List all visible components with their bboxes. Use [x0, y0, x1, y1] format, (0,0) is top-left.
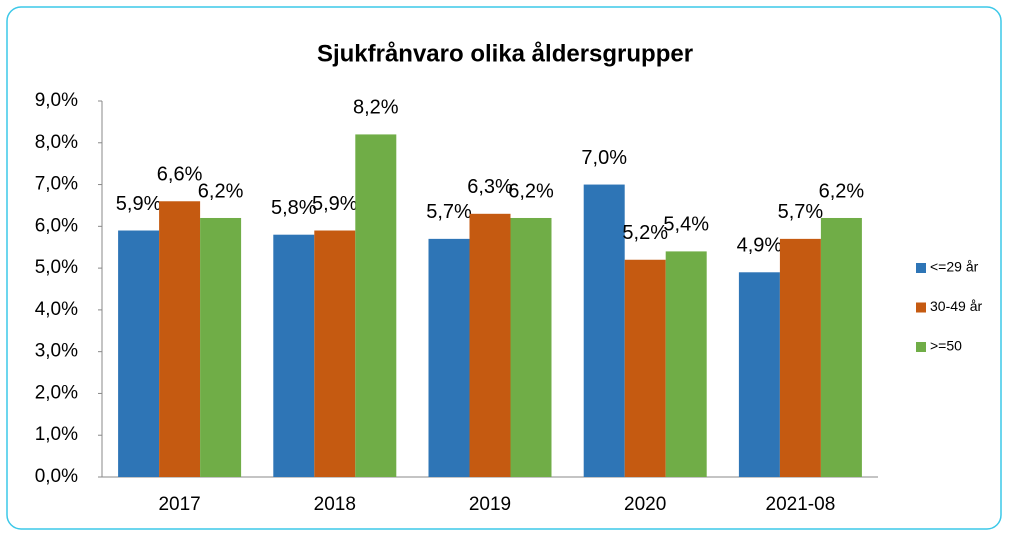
bar: [314, 230, 356, 477]
bar: [273, 234, 315, 477]
value-label: 5,4%: [663, 214, 709, 236]
x-tick-label: 2020: [624, 494, 666, 515]
bar: [583, 184, 625, 478]
bar: [779, 238, 821, 477]
bar: [738, 272, 780, 477]
bar: [200, 217, 242, 477]
y-tick-label: 8,0%: [35, 132, 78, 153]
y-tick-label: 0,0%: [35, 466, 78, 487]
y-tick-label: 1,0%: [35, 424, 78, 445]
legend-label: 30-49 år: [930, 298, 982, 314]
x-tick-label: 2021-08: [766, 494, 836, 515]
value-label: 5,7%: [426, 201, 472, 223]
y-tick-label: 4,0%: [35, 299, 78, 320]
y-tick-label: 3,0%: [35, 341, 78, 362]
y-tick-label: 6,0%: [35, 215, 78, 236]
y-tick-label: 7,0%: [35, 174, 78, 195]
y-tick-label: 2,0%: [35, 382, 78, 403]
value-label: 5,8%: [271, 197, 317, 219]
legend-label: <=29 år: [930, 259, 979, 275]
bar: [510, 217, 552, 477]
bar: [624, 259, 666, 477]
y-tick-label: 5,0%: [35, 257, 78, 278]
bar: [820, 217, 862, 477]
value-label: 8,2%: [353, 97, 399, 119]
x-tick-label: 2017: [158, 494, 200, 515]
value-label: 6,6%: [157, 164, 203, 186]
value-label: 6,2%: [819, 180, 865, 202]
value-label: 4,9%: [737, 235, 783, 257]
value-label: 5,7%: [778, 201, 824, 223]
chart-title: Sjukfrånvaro olika åldersgrupper: [317, 40, 693, 67]
legend-swatch: [916, 302, 926, 313]
bar: [159, 201, 201, 477]
x-tick-label: 2018: [314, 494, 356, 515]
value-label: 5,9%: [116, 193, 162, 215]
value-label: 5,2%: [622, 222, 668, 244]
legend-label: >=50: [930, 338, 962, 354]
bar: [118, 230, 160, 477]
bar: [469, 213, 511, 478]
bar: [428, 238, 470, 477]
value-label: 7,0%: [581, 147, 627, 169]
bar: [665, 251, 707, 477]
legend-swatch: [916, 342, 926, 352]
value-label: 6,3%: [467, 176, 513, 198]
value-label: 5,9%: [312, 193, 358, 215]
bar: [355, 134, 397, 477]
value-label: 6,2%: [508, 180, 554, 202]
legend-swatch: [916, 263, 926, 273]
y-tick-label: 9,0%: [35, 90, 78, 111]
x-tick-label: 2019: [469, 494, 511, 515]
value-label: 6,2%: [198, 180, 244, 202]
